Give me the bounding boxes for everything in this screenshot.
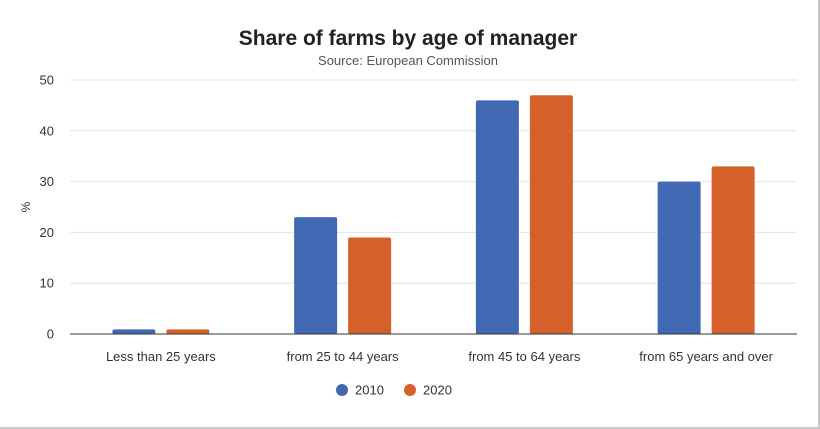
legend[interactable]: 2010 2020 [336, 383, 452, 398]
x-tick-label: Less than 25 years [106, 349, 216, 364]
bar-2020 [529, 95, 573, 335]
bar-2010 [294, 217, 338, 334]
y-tick-label: 20 [40, 225, 54, 240]
bar-2010 [657, 181, 701, 334]
bar-2020 [348, 237, 392, 334]
legend-item-2020[interactable]: 2020 [404, 383, 452, 398]
bar-2020 [166, 329, 210, 334]
x-tick-label: from 25 to 44 years [287, 349, 399, 364]
y-axis-ticks: 0 10 20 30 40 50 [40, 73, 54, 342]
y-tick-label: 10 [40, 276, 54, 291]
x-tick-label: from 65 years and over [639, 349, 773, 364]
legend-item-2010[interactable]: 2010 [336, 383, 384, 398]
chart-subtitle: Source: European Commission [318, 53, 498, 68]
chart-title: Share of farms by age of manager [239, 27, 577, 50]
x-axis-ticks: Less than 25 years from 25 to 44 years fro… [106, 349, 774, 364]
x-tick-label: from 45 to 64 years [468, 349, 580, 364]
y-tick-label: 50 [40, 73, 54, 88]
y-axis-title: % [19, 201, 33, 212]
legend-marker [336, 384, 348, 396]
bar-2010 [475, 100, 519, 334]
legend-label: 2010 [355, 383, 384, 398]
bar-2020 [711, 166, 755, 334]
bar-2010 [112, 329, 156, 334]
y-tick-label: 30 [40, 174, 54, 189]
y-tick-label: 40 [40, 123, 54, 138]
bars [112, 95, 755, 335]
legend-label: 2020 [423, 383, 452, 398]
y-tick-label: 0 [47, 327, 54, 342]
legend-marker [404, 384, 416, 396]
